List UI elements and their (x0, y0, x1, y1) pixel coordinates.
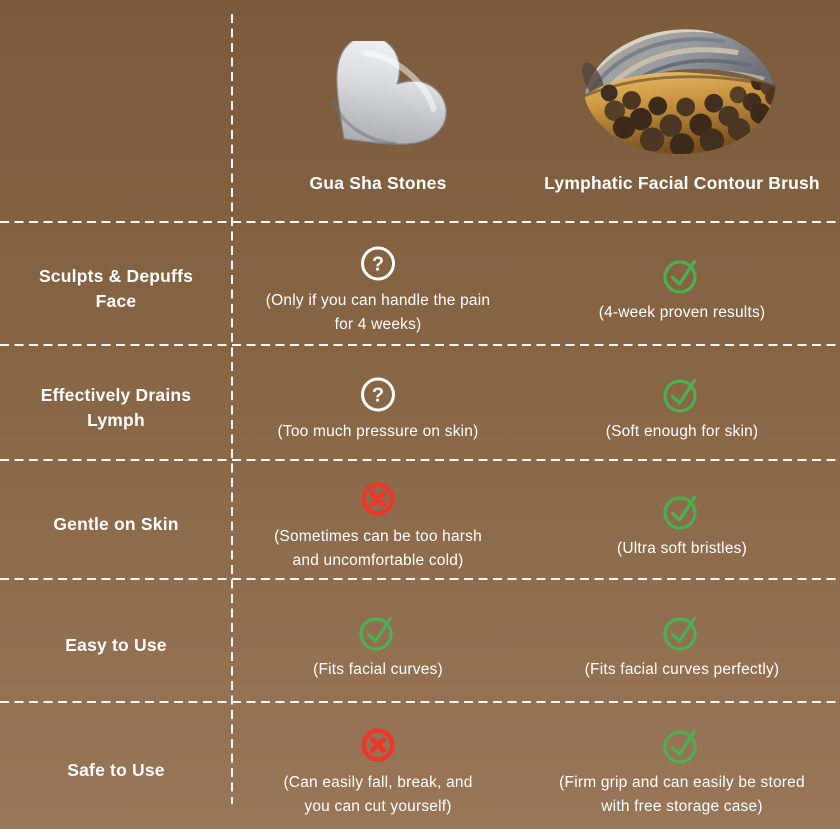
cell-gentle-gua-sha: (Sometimes can be too harsh and uncomfor… (232, 460, 524, 579)
status-icon (660, 490, 704, 532)
status-icon (356, 478, 400, 520)
note-text: (Sometimes can be too harsh and uncomfor… (274, 528, 482, 569)
cell-gentle-brush: (Ultra soft bristles) (524, 460, 840, 579)
status-icon (660, 611, 704, 653)
product-name-brush: Lymphatic Facial Contour Brush (544, 173, 820, 193)
row-label-text: Gentle on Skin (53, 514, 179, 534)
question-mark-icon (356, 242, 400, 284)
cell-lymph-gua-sha: (Too much pressure on skin) (232, 345, 524, 460)
cross-icon (356, 724, 400, 766)
cell-safe-gua-sha: (Can easily fall, break, and you can cut… (232, 702, 524, 829)
row-label-text: Effectively Drains Lymph (40, 384, 192, 430)
check-icon (356, 611, 400, 653)
status-icon (356, 611, 400, 653)
cell-easy-brush: (Fits facial curves perfectly) (524, 579, 840, 702)
question-mark-icon (356, 373, 400, 415)
product-header-gua-sha: Gua Sha Stones (232, 0, 524, 222)
cross-icon (356, 478, 400, 520)
check-icon (660, 254, 704, 296)
note-text: (Soft enough for skin) (605, 423, 759, 440)
row-label-easy-to-use: Easy to Use (0, 579, 232, 702)
row-label-text: Sculpts & Depuffs Face (38, 265, 194, 311)
check-icon (660, 373, 704, 415)
check-icon (660, 724, 704, 766)
status-icon (356, 242, 400, 284)
note-text: (Fits facial curves perfectly) (584, 661, 780, 678)
status-icon (356, 724, 400, 766)
note-text: (Ultra soft bristles) (617, 540, 747, 557)
status-icon (660, 724, 704, 766)
row-label-text: Easy to Use (65, 635, 167, 655)
check-icon (660, 611, 704, 653)
cell-easy-gua-sha: (Fits facial curves) (232, 579, 524, 702)
note-text: (Too much pressure on skin) (277, 423, 479, 440)
corner-cell (0, 0, 232, 222)
cell-safe-brush: (Firm grip and can easily be stored with… (524, 702, 840, 829)
note-text: (Firm grip and can easily be stored with… (559, 774, 805, 815)
contour-brush-image (569, 21, 795, 163)
row-label-text: Safe to Use (67, 760, 165, 780)
product-header-brush: Lymphatic Facial Contour Brush (524, 0, 840, 222)
note-text: (Fits facial curves) (313, 661, 443, 678)
product-name-gua-sha: Gua Sha Stones (309, 173, 447, 193)
row-label-sculpts-depuffs: Sculpts & Depuffs Face (0, 222, 232, 345)
note-text: (Can easily fall, break, and you can cut… (283, 774, 473, 815)
cell-lymph-brush: (Soft enough for skin) (524, 345, 840, 460)
status-icon (660, 373, 704, 415)
row-label-safe-to-use: Safe to Use (0, 702, 232, 829)
row-label-drains-lymph: Effectively Drains Lymph (0, 345, 232, 460)
status-icon (356, 373, 400, 415)
check-icon (660, 490, 704, 532)
cell-sculpts-gua-sha: (Only if you can handle the pain for 4 w… (232, 222, 524, 345)
cell-sculpts-brush: (4-week proven results) (524, 222, 840, 345)
row-label-gentle-on-skin: Gentle on Skin (0, 460, 232, 579)
status-icon (660, 254, 704, 296)
gua-sha-stone-image (279, 41, 477, 163)
note-text: (4-week proven results) (598, 304, 766, 321)
note-text: (Only if you can handle the pain for 4 w… (265, 292, 491, 333)
